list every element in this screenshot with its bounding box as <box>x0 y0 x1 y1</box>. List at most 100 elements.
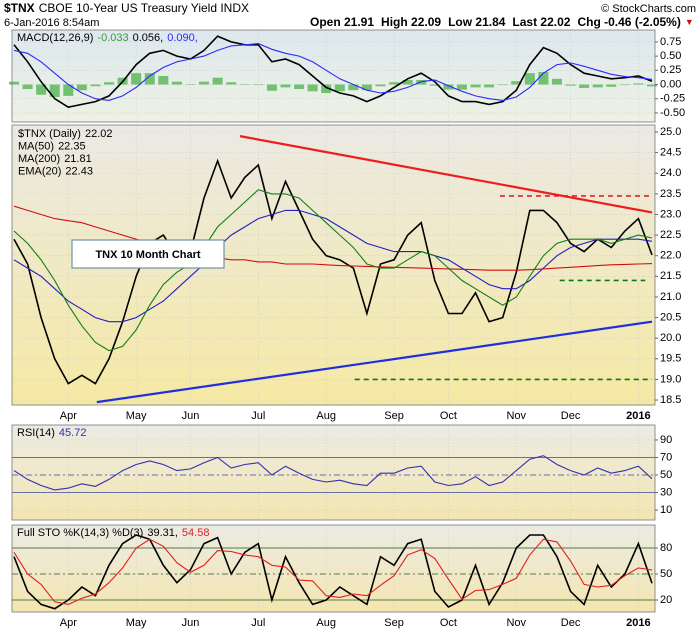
panel-border <box>11 29 656 123</box>
y-tick-label: -0.25 <box>660 93 685 105</box>
x-tick-label: Aug <box>316 410 336 422</box>
histogram-bar <box>226 82 237 85</box>
histogram-bar <box>36 84 47 95</box>
copyright: © StockCharts.com <box>601 3 696 15</box>
legend-name: $TNX (Daily) <box>18 128 81 140</box>
legend-label: Full STO %K(14,3) %D(3) <box>17 527 143 539</box>
histogram-bar <box>321 84 332 94</box>
legend-value: 54.58 <box>182 527 210 539</box>
series-line <box>13 538 653 605</box>
histogram-bar <box>158 76 169 85</box>
histogram-bar <box>619 84 630 86</box>
histogram-bar <box>171 81 182 85</box>
change-arrow: ▼ <box>685 17 694 27</box>
panel-background <box>12 525 655 612</box>
y-tick-label: 20.5 <box>660 311 681 323</box>
legend: MA(50) 22.35 <box>18 140 86 152</box>
series-line <box>13 205 653 271</box>
legend: RSI(14) 45.72 <box>17 427 86 439</box>
security-name: CBOE 10-Year US Treasury Yield INDX <box>39 1 249 15</box>
y-tick-label: 80 <box>660 542 672 554</box>
histogram-bar <box>199 81 210 85</box>
y-tick-label: 25.0 <box>660 126 681 138</box>
legend-value: 45.72 <box>59 427 87 439</box>
x-tick-label: Apr <box>60 617 77 629</box>
y-tick-label: 23.0 <box>660 208 681 220</box>
histogram-bar <box>579 84 590 88</box>
histogram-bar <box>497 84 508 86</box>
series-line <box>13 158 653 385</box>
histogram-bar <box>633 83 644 85</box>
symbol: $TNX <box>4 1 35 15</box>
series-line <box>13 43 653 101</box>
histogram-bar <box>104 82 115 85</box>
x-tick-label: Dec <box>561 410 581 422</box>
histogram-bar <box>280 84 291 88</box>
legend: Full STO %K(14,3) %D(3) 39.31, 54.58 <box>17 527 209 539</box>
y-tick-label: 22.0 <box>660 250 681 262</box>
y-tick-label: -0.50 <box>660 107 685 119</box>
y-tick-label: 0.25 <box>660 64 681 76</box>
histogram-bar <box>334 84 345 92</box>
y-tick-label: 21.0 <box>660 291 681 303</box>
histogram-bar <box>538 72 549 85</box>
histogram-bar <box>470 84 481 88</box>
y-tick-label: 70 <box>660 451 672 463</box>
histogram-bar <box>307 84 318 92</box>
histogram-bar <box>348 84 359 91</box>
series-line <box>13 534 653 610</box>
histogram-bar <box>524 73 535 85</box>
x-tick-label: Jul <box>251 617 265 629</box>
histogram-bar <box>294 84 305 90</box>
y-tick-label: 50 <box>660 568 672 580</box>
y-tick-label: 21.5 <box>660 270 681 282</box>
y-tick-label: 30 <box>660 486 672 498</box>
x-tick-label: Dec <box>561 617 581 629</box>
series-line <box>13 189 653 352</box>
histogram-bar <box>484 84 495 88</box>
histogram-bar <box>456 84 467 90</box>
y-tick-label: 90 <box>660 434 672 446</box>
y-tick-label: 0.00 <box>660 78 681 90</box>
header-title: $TNX CBOE 10-Year US Treasury Yield INDX <box>4 1 249 15</box>
x-tick-label: Sep <box>384 410 404 422</box>
series-line <box>13 455 653 491</box>
quote-item: Chg -0.46 (-2.05%) <box>577 15 680 29</box>
series-line <box>13 209 653 323</box>
histogram-bar <box>9 81 19 85</box>
y-tick-label: 20.0 <box>660 332 681 344</box>
y-tick-label: 20 <box>660 594 672 606</box>
panel-background <box>12 425 655 520</box>
histogram-bar <box>511 81 522 85</box>
histogram-bar <box>49 84 60 98</box>
histogram-bar <box>63 84 74 96</box>
legend: EMA(20) 22.43 <box>18 165 93 177</box>
histogram-bar <box>592 84 603 88</box>
x-tick-label: Jul <box>251 410 265 422</box>
histogram-bar <box>565 84 576 86</box>
histogram-bar <box>402 79 413 85</box>
histogram-bar <box>551 78 562 85</box>
legend: MA(200) 21.81 <box>18 153 92 165</box>
legend: MACD(12,26,9) -0.033 0.056, 0.090, <box>17 32 198 44</box>
panel-border <box>11 124 656 406</box>
annotation: TNX 10 Month Chart <box>95 249 200 261</box>
legend-label: RSI(14) <box>17 427 55 439</box>
legend: $TNX (Daily) 22.02 <box>18 128 112 140</box>
x-tick-label: Nov <box>506 410 526 422</box>
histogram-bar <box>443 84 454 90</box>
legend-value: 0.056, <box>133 32 164 44</box>
x-tick-label: Oct <box>440 410 457 422</box>
legend-value: 22.35 <box>58 140 86 152</box>
histogram-bar <box>266 84 277 91</box>
x-tick-label: Jun <box>182 617 200 629</box>
x-tick-label: Aug <box>316 617 336 629</box>
legend-value: 0.090, <box>167 32 198 44</box>
histogram-bar <box>361 84 372 91</box>
histogram-bar <box>429 84 440 86</box>
quote-item: Last 22.02 <box>512 15 570 29</box>
histogram-bar <box>22 84 33 90</box>
histogram-bar <box>90 84 101 87</box>
y-tick-label: 19.0 <box>660 373 681 385</box>
y-tick-label: 10 <box>660 504 672 516</box>
